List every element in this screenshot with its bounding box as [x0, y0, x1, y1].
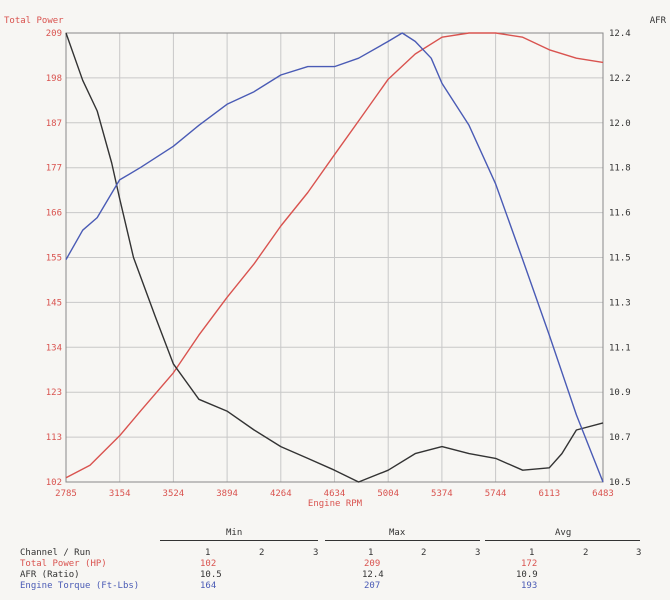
left-tick-label: 134	[46, 343, 62, 353]
run-number: 1	[368, 548, 374, 558]
right-tick-label: 12.2	[609, 74, 631, 84]
left-tick-label: 155	[46, 254, 62, 264]
left-tick-label: 145	[46, 298, 62, 308]
x-tick-label: 5374	[431, 489, 453, 499]
stats-row-label: Engine Torque (Ft-Lbs)	[20, 581, 140, 591]
stats-row-label: Total Power (HP)	[20, 559, 107, 569]
run-number: 3	[475, 548, 481, 558]
stats-header-max: Max	[389, 528, 406, 538]
stat-min-value: 164	[200, 581, 217, 591]
right-tick-label: 10.5	[609, 478, 631, 488]
right-tick-label: 10.9	[609, 388, 631, 398]
stat-min-value: 10.5	[200, 570, 222, 580]
x-tick-label: 3894	[216, 489, 238, 499]
right-tick-label: 10.7	[609, 433, 631, 443]
stats-max-rule	[325, 540, 480, 541]
right-tick-label: 11.6	[609, 209, 631, 219]
right-tick-label: 12.4	[609, 29, 631, 39]
left-tick-label: 166	[46, 209, 62, 219]
run-number: 1	[205, 548, 211, 558]
left-tick-label: 198	[46, 74, 62, 84]
right-tick-label: 11.8	[609, 164, 631, 174]
x-tick-label: 3154	[109, 489, 131, 499]
x-tick-label: 6113	[538, 489, 560, 499]
x-axis-title: Engine RPM	[308, 499, 363, 509]
run-number: 2	[583, 548, 589, 558]
stats-header-min: Min	[226, 528, 243, 538]
stat-avg-value: 10.9	[516, 570, 538, 580]
x-tick-label: 6483	[592, 489, 614, 499]
stats-header-avg: Avg	[555, 528, 572, 538]
stats-row-label: AFR (Ratio)	[20, 570, 80, 580]
left-tick-label: 113	[46, 433, 62, 443]
stat-max-value: 12.4	[362, 570, 384, 580]
stats-table: Min Max Avg Channel / Run Total Power (H…	[0, 525, 670, 600]
run-number: 3	[636, 548, 642, 558]
stats-row-label: Channel / Run	[20, 548, 91, 558]
stat-avg-value: 193	[521, 581, 538, 591]
x-tick-label: 5004	[377, 489, 399, 499]
run-number: 2	[421, 548, 427, 558]
x-tick-label: 4264	[270, 489, 292, 499]
x-tick-label: 5744	[485, 489, 507, 499]
stats-min-rule	[160, 540, 318, 541]
left-tick-label: 187	[46, 119, 62, 129]
x-tick-label: 2785	[55, 489, 77, 499]
stats-avg-rule	[485, 540, 640, 541]
series-line-total-power-hp	[65, 32, 604, 479]
left-tick-label: 102	[46, 478, 62, 488]
series-line-afr-ratio	[65, 32, 604, 483]
x-tick-label: 4634	[324, 489, 346, 499]
left-tick-label: 123	[46, 388, 62, 398]
right-tick-label: 11.3	[609, 298, 631, 308]
stat-avg-value: 172	[521, 559, 538, 569]
right-axis-title: AFR	[650, 16, 667, 26]
right-tick-label: 11.1	[609, 343, 631, 353]
run-number: 2	[259, 548, 265, 558]
left-tick-label: 209	[46, 29, 62, 39]
stat-max-value: 207	[364, 581, 381, 591]
right-tick-label: 12.0	[609, 119, 631, 129]
run-number: 3	[313, 548, 319, 558]
series-line-engine-torque-ft-lbs	[65, 32, 604, 483]
right-tick-label: 11.5	[609, 254, 631, 264]
stat-max-value: 209	[364, 559, 381, 569]
stat-min-value: 102	[200, 559, 217, 569]
plot-frame	[65, 32, 604, 483]
dyno-chart: Total Power AFR Engine RPM 2785 3154 3524 3…	[4, 16, 667, 509]
left-axis-title: Total Power	[4, 16, 64, 26]
x-tick-label: 3524	[163, 489, 185, 499]
run-number: 1	[529, 548, 535, 558]
left-tick-label: 177	[46, 164, 62, 174]
